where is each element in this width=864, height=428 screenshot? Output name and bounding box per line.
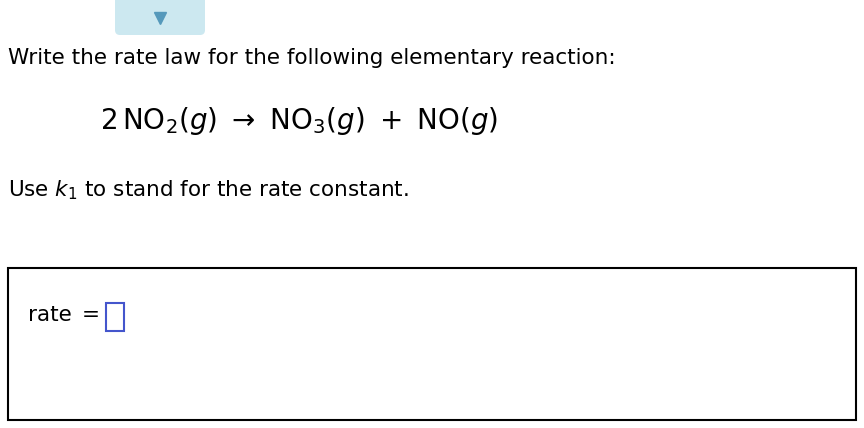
Text: rate: rate	[28, 305, 72, 325]
Bar	[8, 268, 856, 420]
Text: $\mathregular{2\,NO_2(}$$\mathit{g}$$\mathregular{)\ \rightarrow\ NO_3(}$$\mathi: $\mathregular{2\,NO_2(}$$\mathit{g}$$\ma…	[100, 105, 499, 137]
Text: Write the rate law for the following elementary reaction:: Write the rate law for the following ele…	[8, 48, 616, 68]
Text: =: =	[82, 305, 100, 325]
Bar	[106, 303, 124, 331]
Text: Use $k_1$ to stand for the rate constant.: Use $k_1$ to stand for the rate constant…	[8, 178, 409, 202]
FancyBboxPatch shape	[115, 0, 205, 35]
